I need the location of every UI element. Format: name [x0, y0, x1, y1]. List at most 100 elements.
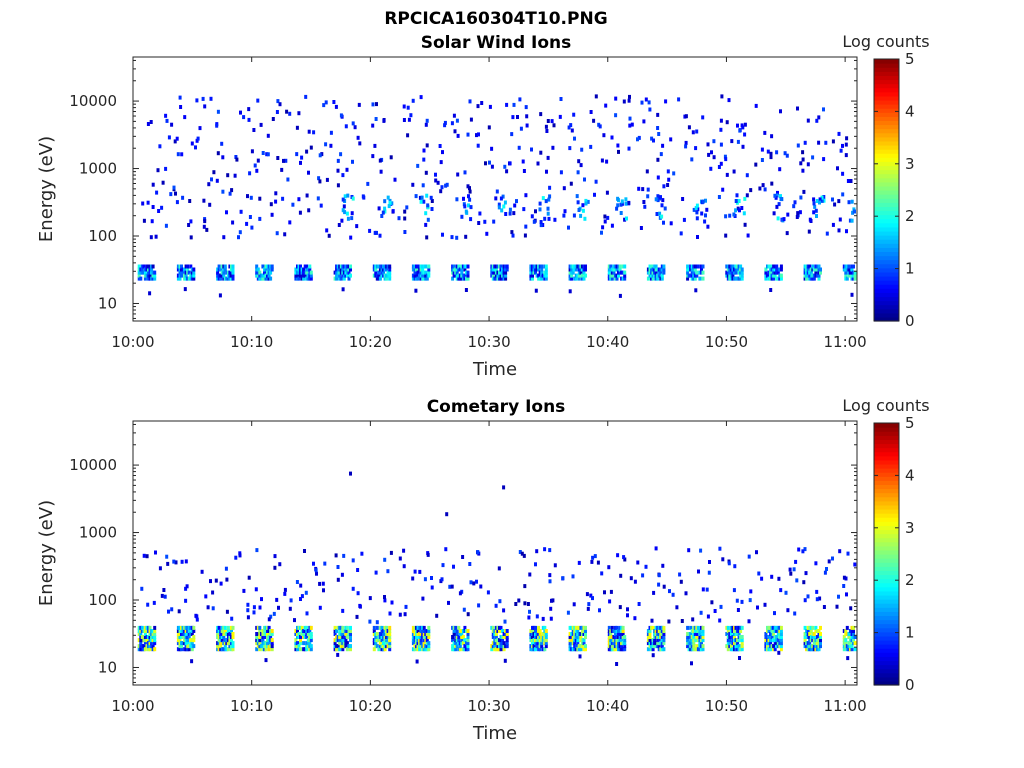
- spectrogram-cell: [388, 638, 392, 643]
- spectrogram-cell: [661, 198, 665, 203]
- spectrogram-cell: [551, 145, 555, 150]
- spectrogram-cell: [660, 635, 664, 639]
- spectrogram-cell: [838, 217, 842, 222]
- spectrogram-cell: [225, 647, 229, 652]
- spectrogram-cell: [654, 264, 658, 269]
- spectrogram-cell: [728, 213, 732, 218]
- spectrogram-cell: [289, 598, 293, 603]
- spectrogram-cell: [661, 563, 665, 568]
- spectrogram-cell: [466, 629, 470, 633]
- spectrogram-cell: [819, 632, 822, 636]
- spectrogram-cell: [805, 647, 809, 652]
- spectrogram-cell: [808, 647, 812, 652]
- spectrogram-cell: [815, 199, 819, 203]
- spectrogram-cell: [425, 193, 429, 198]
- spectrogram-cell: [613, 264, 617, 269]
- spectrogram-cell: [563, 209, 567, 214]
- spectrogram-cell: [643, 204, 647, 209]
- spectrogram-cell: [693, 276, 697, 281]
- spectrogram-cell: [646, 647, 650, 652]
- x-axis: 10:00 10:10 10:20 10:30 10:40 10:50 11:00: [111, 421, 867, 715]
- spectrogram-cell: [491, 625, 495, 630]
- spectrogram-cell: [796, 143, 800, 148]
- spectrogram-cell: [385, 267, 389, 272]
- spectrogram-cell: [772, 267, 776, 272]
- spectrogram-cell: [805, 270, 809, 275]
- spectrogram-cell: [695, 273, 699, 278]
- spectrogram-cell: [463, 264, 467, 269]
- spectrogram-cell: [841, 171, 845, 176]
- spectrogram-cell: [607, 625, 611, 630]
- spectrogram-cell: [139, 632, 143, 636]
- colorbar-segment: [874, 230, 899, 236]
- spectrogram-cell: [266, 625, 269, 630]
- colorbar-segment: [874, 562, 899, 567]
- spectrogram-cell: [493, 632, 497, 636]
- spectrogram-cell: [548, 579, 552, 584]
- spectrogram-cell: [335, 638, 339, 643]
- spectrogram-cell: [713, 609, 717, 613]
- spectrogram-cell: [657, 273, 661, 278]
- spectrogram-cell: [613, 635, 617, 639]
- spectrogram-cell: [698, 629, 702, 633]
- spectrogram-cell: [303, 549, 306, 553]
- spectrogram-cell: [684, 114, 688, 119]
- spectrogram-cell: [342, 204, 346, 209]
- spectrogram-cell: [812, 632, 816, 636]
- spectrogram-cell: [377, 638, 381, 643]
- spectrogram-cell: [657, 625, 661, 630]
- spectrogram-cell: [615, 276, 619, 281]
- spectrogram-cell: [411, 264, 415, 269]
- spectrogram-cell: [662, 264, 666, 269]
- spectrogram-cell: [505, 638, 509, 643]
- spectrogram-cell: [496, 273, 500, 278]
- spectrogram-cell: [255, 638, 259, 643]
- spectrogram-cell: [356, 591, 360, 596]
- spectrogram-cell: [176, 276, 180, 281]
- spectrogram-cell: [184, 641, 188, 646]
- spectrogram-cell: [380, 214, 384, 218]
- spectrogram-cell: [710, 600, 714, 605]
- spectrogram-cell: [278, 102, 282, 107]
- spectrogram-cell: [559, 170, 563, 175]
- spectrogram-cell: [499, 276, 503, 281]
- spectrogram-cell: [570, 641, 574, 646]
- colorbar-segment: [874, 443, 899, 449]
- spectrogram-cell: [451, 635, 455, 639]
- spectrogram-cell: [180, 264, 183, 269]
- spectrogram-cell: [582, 638, 586, 643]
- spectrogram-cell: [192, 644, 196, 649]
- spectrogram-cell: [422, 276, 426, 281]
- spectrogram-cell: [579, 163, 583, 168]
- spectrogram-cell: [573, 641, 577, 646]
- spectrogram-cell: [416, 276, 420, 281]
- spectrogram-cell: [228, 276, 232, 281]
- spectrogram-cell: [416, 264, 420, 269]
- spectrogram-cell: [178, 95, 182, 100]
- spectrogram-cell: [767, 635, 771, 639]
- y-axis-label: Energy (eV): [36, 136, 57, 242]
- colorbar-segment: [874, 566, 899, 571]
- spectrogram-cell: [322, 588, 325, 593]
- spectrogram-cell: [594, 94, 598, 99]
- spectrogram-cell: [217, 267, 221, 272]
- spectrogram-cell: [778, 167, 782, 172]
- spectrogram-cell: [143, 632, 147, 636]
- spectrogram-cell: [466, 644, 470, 649]
- spectrogram-cell: [570, 270, 574, 275]
- spectrogram-cell: [538, 632, 542, 636]
- spectrogram-cell: [318, 581, 322, 586]
- spectrogram-cell: [623, 638, 627, 643]
- spectrogram-cell: [419, 638, 423, 643]
- spectrogram-cell: [648, 107, 652, 112]
- spectrogram-cell: [548, 548, 552, 553]
- spectrogram-cell: [544, 124, 548, 129]
- spectrogram-cell: [312, 561, 315, 566]
- spectrogram-cell: [142, 264, 146, 269]
- spectrogram-cell: [260, 597, 263, 602]
- spectrogram-cell: [852, 264, 855, 269]
- spectrogram-cell: [627, 146, 631, 151]
- spectrogram-cell: [690, 273, 694, 278]
- spectrogram-cell: [690, 647, 694, 652]
- spectrogram-cell: [662, 270, 666, 275]
